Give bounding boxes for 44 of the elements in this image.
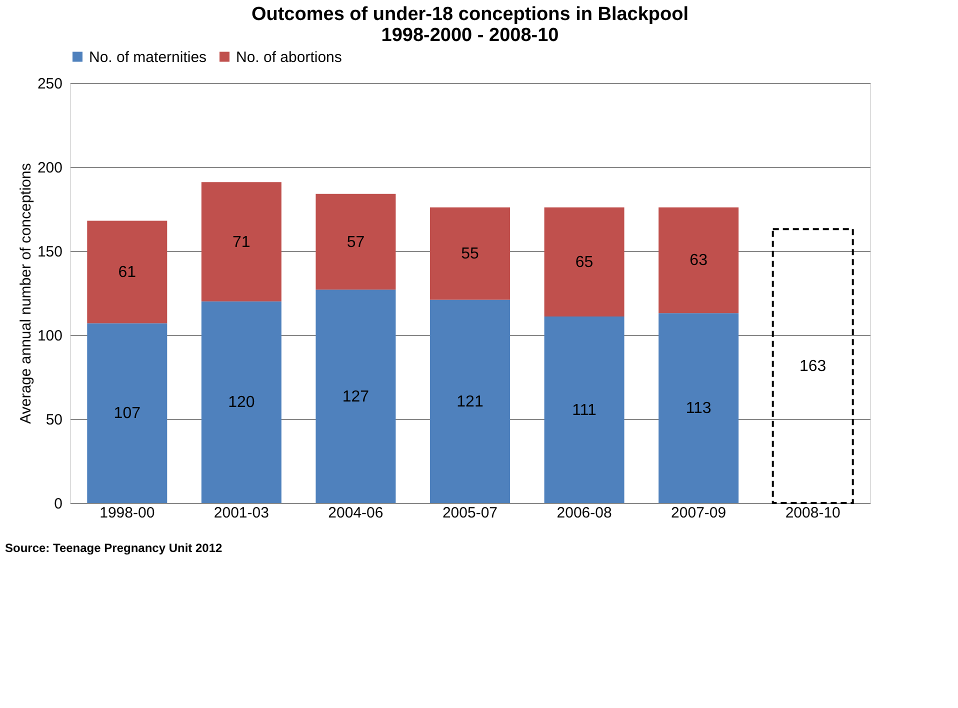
- data-label: 71: [232, 234, 250, 251]
- bar: [430, 300, 510, 503]
- data-label: 65: [575, 254, 594, 271]
- bar: [316, 290, 396, 503]
- x-tick-label: 2006-08: [556, 504, 612, 522]
- bar: [772, 228, 854, 504]
- x-tick-label: 2005-07: [442, 504, 498, 522]
- data-label: 107: [114, 405, 141, 422]
- bar: [544, 207, 624, 317]
- legend-label: No. of maternities: [89, 48, 207, 66]
- chart-title: Outcomes of under-18 conceptions in Blackpool 1998-2000 - 2008-10: [251, 4, 689, 46]
- data-label: 120: [228, 394, 255, 412]
- bar: [658, 207, 739, 314]
- data-label: 111: [572, 402, 597, 419]
- source-note: Source: Teenage Pregnancy Unit 2012: [5, 541, 223, 555]
- y-tick-label: 200: [37, 160, 62, 176]
- data-label: 163: [800, 358, 826, 376]
- bar: [87, 323, 168, 503]
- y-tick-label: 0: [54, 496, 62, 512]
- bar: [201, 182, 282, 302]
- y-tick-label: 250: [37, 76, 62, 92]
- bar: [87, 220, 168, 324]
- data-label: 121: [456, 393, 484, 410]
- bar: [544, 316, 624, 503]
- x-tick-label: 2001-03: [214, 504, 269, 522]
- data-label: 63: [690, 252, 708, 270]
- y-axis-title: Average annual number of conceptions: [17, 163, 34, 424]
- x-tick-label: 2008-10: [785, 504, 840, 522]
- legend-label: No. of abortions: [236, 48, 342, 66]
- x-tick-label: 2007-09: [671, 504, 726, 522]
- bar: [658, 313, 739, 503]
- data-label: 61: [118, 264, 136, 281]
- data-label: 55: [461, 246, 479, 263]
- bar: [430, 207, 510, 300]
- y-tick-label: 50: [46, 412, 62, 428]
- bar: [316, 194, 396, 290]
- x-tick-label: 1998-00: [100, 504, 155, 522]
- data-label: 127: [342, 388, 370, 406]
- x-tick-label: 2004-06: [328, 504, 384, 522]
- bar: [201, 301, 282, 503]
- y-tick-label: 100: [37, 328, 62, 344]
- data-label: 113: [686, 400, 712, 418]
- data-label: 57: [346, 234, 365, 251]
- y-tick-label: 150: [37, 244, 62, 260]
